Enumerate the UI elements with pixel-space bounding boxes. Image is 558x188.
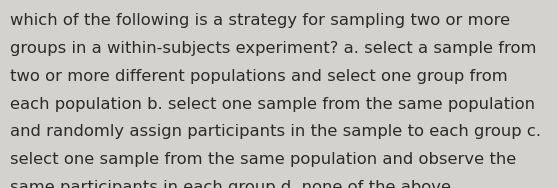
Text: which of the following is a strategy for sampling two or more: which of the following is a strategy for… <box>10 13 510 28</box>
Text: each population b. select one sample from the same population: each population b. select one sample fro… <box>10 97 535 112</box>
Text: and randomly assign participants in the sample to each group c.: and randomly assign participants in the … <box>10 124 541 139</box>
Text: same participants in each group d. none of the above: same participants in each group d. none … <box>10 180 451 188</box>
Text: groups in a within-subjects experiment? a. select a sample from: groups in a within-subjects experiment? … <box>10 41 537 56</box>
Text: two or more different populations and select one group from: two or more different populations and se… <box>10 69 508 84</box>
Text: select one sample from the same population and observe the: select one sample from the same populati… <box>10 152 516 167</box>
